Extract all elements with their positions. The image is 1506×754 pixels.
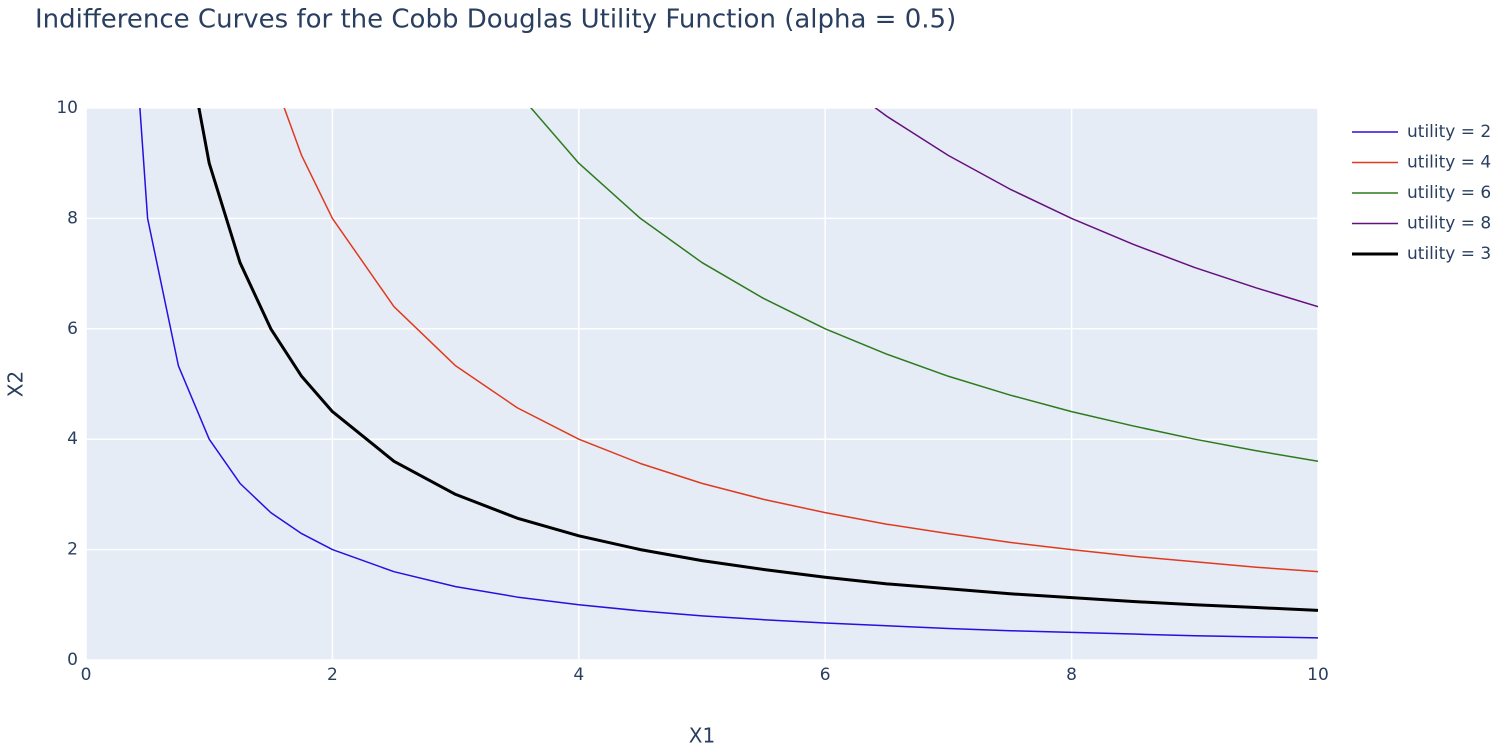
x-axis-title: X1 <box>689 724 715 748</box>
y-axis-title: X2 <box>4 371 28 397</box>
grid <box>85 107 1319 661</box>
x-tick-label: 0 <box>81 665 92 685</box>
y-tick-label: 8 <box>67 208 78 228</box>
curve <box>197 108 1318 612</box>
legend: utility = 2 utility = 4 utility = 6 utility… <box>1352 122 1491 264</box>
x-tick-label: 2 <box>327 665 338 685</box>
legend-label: utility = 4 <box>1407 153 1491 173</box>
curve <box>874 108 1318 308</box>
legend-label: utility = 8 <box>1407 214 1491 234</box>
y-tick-label: 6 <box>67 319 78 339</box>
plot-area <box>86 108 1318 660</box>
curve <box>139 108 1318 639</box>
legend-label: utility = 6 <box>1407 183 1491 203</box>
curve <box>283 108 1318 573</box>
curve <box>530 108 1318 463</box>
legend-label: utility = 3 <box>1407 244 1491 264</box>
lines <box>139 108 1318 639</box>
x-tick-label: 10 <box>1307 665 1329 685</box>
y-tick-label: 0 <box>67 650 78 670</box>
y-tick-label: 10 <box>56 98 78 118</box>
x-tick-label: 8 <box>1066 665 1077 685</box>
x-tick-label: 6 <box>820 665 831 685</box>
x-tick-label: 4 <box>573 665 584 685</box>
legend-label: utility = 2 <box>1407 122 1491 142</box>
chart-title: Indifference Curves for the Cobb Douglas… <box>35 5 956 35</box>
y-tick-label: 4 <box>67 429 78 449</box>
y-tick-label: 2 <box>67 540 78 560</box>
